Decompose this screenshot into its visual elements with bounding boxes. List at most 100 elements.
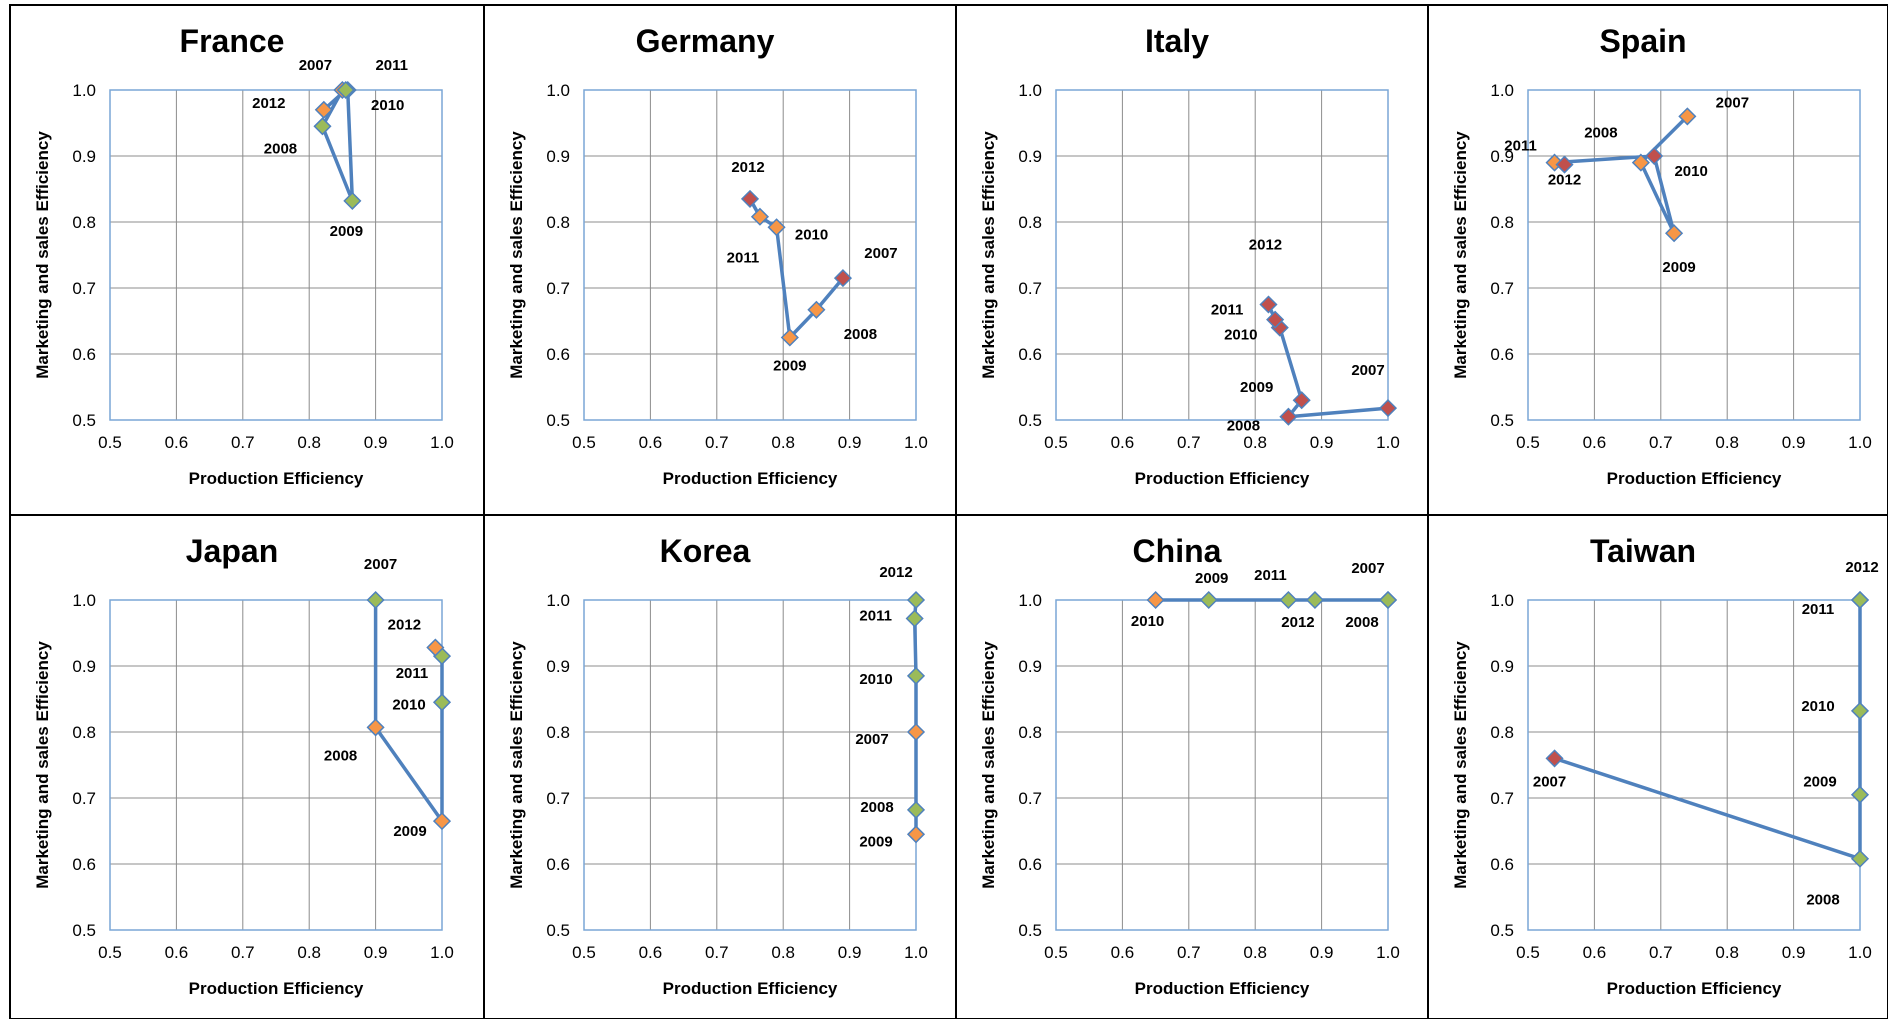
- panel-china: China 0.5 0.6 0.7 0.8 0.9 1.0 0.5 0.6 0.7 0.8 0.9 1.…: [955, 514, 1429, 1020]
- data-label-2010: 2010: [859, 671, 892, 688]
- marker-2007: [1378, 590, 1398, 610]
- x-axis-label: Production Efficiency: [1135, 469, 1310, 488]
- y-tick-label: 0.9: [1490, 657, 1514, 676]
- x-tick-label: 0.6: [639, 433, 663, 452]
- y-tick-label: 0.9: [72, 147, 96, 166]
- marker-2012: [740, 189, 760, 208]
- data-label-2012: 2012: [731, 159, 764, 176]
- data-label-2012: 2012: [1548, 172, 1581, 189]
- marker-2008: [807, 300, 826, 319]
- data-label-2009: 2009: [859, 833, 892, 850]
- marker-2007: [1678, 107, 1697, 126]
- data-label-2009: 2009: [1662, 259, 1695, 276]
- y-tick-label: 0.8: [1490, 213, 1514, 232]
- x-tick-label: 0.6: [165, 433, 189, 452]
- data-label-2012: 2012: [1845, 559, 1878, 576]
- y-tick-label: 0.5: [546, 411, 570, 430]
- data-label-2009: 2009: [330, 223, 363, 240]
- x-axis-label: Production Efficiency: [663, 469, 838, 488]
- chart-title: Germany: [636, 23, 775, 59]
- data-label-2011: 2011: [1504, 138, 1537, 155]
- x-tick-label: 0.6: [1111, 433, 1135, 452]
- y-axis-label: Marketing and sales Efficiency: [33, 641, 52, 889]
- data-label-2010: 2010: [1674, 163, 1707, 180]
- data-label-2012: 2012: [252, 95, 285, 112]
- chart-title: Japan: [186, 533, 278, 569]
- data-label-2009: 2009: [1803, 774, 1836, 791]
- x-tick-label: 0.8: [1715, 943, 1739, 962]
- y-tick-label: 0.6: [72, 345, 96, 364]
- x-tick-label: 0.8: [297, 943, 321, 962]
- x-tick-label: 1.0: [1848, 943, 1872, 962]
- x-tick-label: 1.0: [904, 943, 928, 962]
- y-tick-label: 0.7: [72, 279, 96, 298]
- x-tick-label: 0.7: [1177, 433, 1201, 452]
- x-tick-label: 0.8: [771, 433, 795, 452]
- x-tick-label: 0.6: [165, 943, 189, 962]
- y-tick-label: 1.0: [72, 81, 96, 100]
- data-label-2012: 2012: [879, 564, 912, 581]
- chart-title: France: [180, 23, 285, 59]
- y-tick-label: 0.7: [1018, 789, 1042, 808]
- y-tick-label: 0.5: [1490, 411, 1514, 430]
- data-label-2008: 2008: [844, 326, 877, 343]
- y-tick-label: 0.6: [546, 345, 570, 364]
- x-tick-label: 0.5: [1516, 433, 1540, 452]
- marker-2012: [1259, 295, 1278, 314]
- plot-area: [1055, 89, 1389, 421]
- data-label-2007: 2007: [1351, 560, 1384, 577]
- data-label-2007: 2007: [855, 731, 888, 748]
- x-tick-label: 0.7: [231, 943, 255, 962]
- plot-area: [109, 89, 443, 421]
- data-label-2007: 2007: [1533, 773, 1566, 790]
- y-tick-label: 0.7: [546, 789, 570, 808]
- y-axis-label: Marketing and sales Efficiency: [507, 131, 526, 379]
- x-tick-label: 0.9: [1310, 433, 1334, 452]
- y-tick-label: 0.6: [1018, 855, 1042, 874]
- data-label-2012: 2012: [1281, 614, 1314, 631]
- chart-title: Italy: [1145, 23, 1209, 59]
- series-line: [1554, 600, 1862, 861]
- plot-area: [109, 599, 443, 931]
- marker-2009: [780, 328, 799, 347]
- y-tick-label: 0.8: [1490, 723, 1514, 742]
- x-tick-label: 0.5: [1516, 943, 1540, 962]
- marker-2012: [1555, 155, 1574, 174]
- y-tick-label: 0.9: [546, 147, 570, 166]
- plot-area: [1055, 599, 1389, 931]
- y-tick-label: 0.7: [1490, 789, 1514, 808]
- marker-2008: [1850, 849, 1870, 868]
- y-tick-label: 0.7: [546, 279, 570, 298]
- x-tick-label: 0.9: [364, 433, 388, 452]
- x-tick-label: 0.9: [364, 943, 388, 962]
- marker-2009: [1292, 391, 1311, 410]
- x-tick-label: 0.5: [98, 943, 122, 962]
- x-tick-label: 0.9: [838, 943, 862, 962]
- data-label-2010: 2010: [1801, 698, 1834, 715]
- panel-germany: Germany 0.5 0.6 0.7 0.8 0.9 1.0 0.5 0.6 0.7 0.8 0.9…: [483, 4, 957, 516]
- x-tick-label: 0.6: [1583, 943, 1607, 962]
- x-tick-label: 1.0: [430, 433, 454, 452]
- series-line: [1266, 303, 1389, 419]
- x-tick-label: 0.7: [1649, 433, 1673, 452]
- data-label-2011: 2011: [396, 665, 429, 682]
- data-label-2011: 2011: [1211, 302, 1244, 319]
- marker-2009: [906, 825, 926, 844]
- y-axis-label: Marketing and sales Efficiency: [979, 131, 998, 379]
- data-label-2007: 2007: [299, 57, 332, 74]
- marker-2011: [750, 207, 770, 226]
- x-tick-label: 0.8: [771, 943, 795, 962]
- marker-2010: [1146, 590, 1165, 610]
- y-tick-label: 1.0: [1018, 591, 1042, 610]
- y-axis-label: Marketing and sales Efficiency: [1451, 131, 1470, 379]
- plot-area: [1527, 89, 1861, 421]
- data-label-2009: 2009: [1195, 570, 1228, 587]
- x-axis-label: Production Efficiency: [663, 979, 838, 998]
- y-tick-label: 0.5: [72, 411, 96, 430]
- chart-title: Spain: [1599, 23, 1686, 59]
- marker-2007: [906, 722, 926, 742]
- series-line: [912, 599, 918, 835]
- data-label-2008: 2008: [1227, 418, 1260, 435]
- data-label-2007: 2007: [1351, 362, 1384, 379]
